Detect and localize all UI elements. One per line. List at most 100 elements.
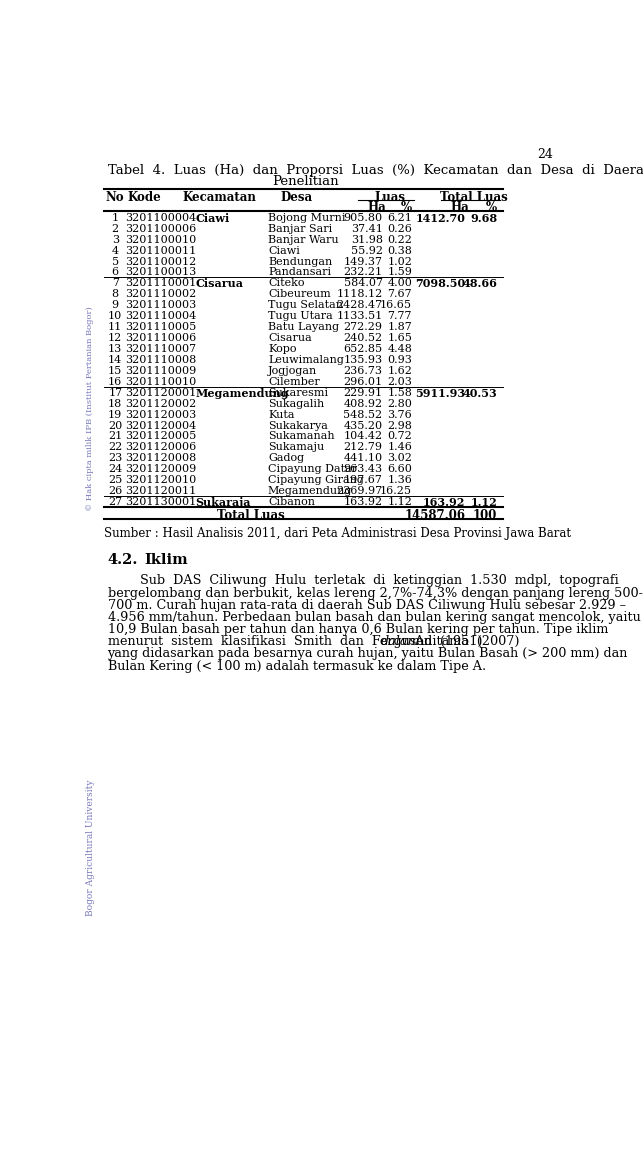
Text: 27: 27 xyxy=(108,497,122,508)
Text: 3201120010: 3201120010 xyxy=(125,475,197,486)
Text: 135.93: 135.93 xyxy=(343,355,383,365)
Text: Sub  DAS  Ciliwung  Hulu  terletak  di  ketinggian  1.530  mdpl,  topografi: Sub DAS Ciliwung Hulu terletak di keting… xyxy=(107,574,619,587)
Text: Sukakarya: Sukakarya xyxy=(268,420,328,430)
Text: Tabel  4.  Luas  (Ha)  dan  Proporsi  Luas  (%)  Kecamatan  dan  Desa  di  Daera: Tabel 4. Luas (Ha) dan Proporsi Luas (%)… xyxy=(107,163,643,176)
Text: Penelitian: Penelitian xyxy=(272,175,338,188)
Text: %: % xyxy=(401,201,412,214)
Text: 2.03: 2.03 xyxy=(387,376,412,387)
Text: 16.25: 16.25 xyxy=(380,486,412,496)
Text: 10,9 Bulan basah per tahun dan hanya 0,6 Bulan kering per tahun. Tipe iklim: 10,9 Bulan basah per tahun dan hanya 0,6… xyxy=(107,623,608,637)
Text: 3201120006: 3201120006 xyxy=(125,442,197,452)
Text: Gadog: Gadog xyxy=(268,453,304,464)
Text: Leuwimalang: Leuwimalang xyxy=(268,355,344,365)
Text: 149.37: 149.37 xyxy=(343,257,383,267)
Text: bergelombang dan berbukit, kelas lereng 2,7%-74,3% dengan panjang lereng 500-: bergelombang dan berbukit, kelas lereng … xyxy=(107,587,642,600)
Text: Iklim: Iklim xyxy=(144,552,188,566)
Text: 2: 2 xyxy=(112,223,119,234)
Text: 25: 25 xyxy=(108,475,122,486)
Text: Ciawi: Ciawi xyxy=(195,213,230,223)
Text: Jogjogan: Jogjogan xyxy=(268,366,317,376)
Text: 1.36: 1.36 xyxy=(387,475,412,486)
Text: 19: 19 xyxy=(108,410,122,420)
Text: Kopo: Kopo xyxy=(268,344,296,355)
Text: 31.98: 31.98 xyxy=(350,235,383,245)
Text: 232.21: 232.21 xyxy=(343,267,383,277)
Text: 12: 12 xyxy=(108,333,122,343)
Text: 2.80: 2.80 xyxy=(387,398,412,409)
Text: 4: 4 xyxy=(112,245,119,256)
Text: © Hak cipta milik IPB (Institut Pertanian Bogor): © Hak cipta milik IPB (Institut Pertania… xyxy=(86,306,95,511)
Text: Cilember: Cilember xyxy=(268,376,320,387)
Text: 15: 15 xyxy=(108,366,122,376)
Text: 7: 7 xyxy=(112,279,119,289)
Text: 652.85: 652.85 xyxy=(343,344,383,355)
Text: 2428.47: 2428.47 xyxy=(336,300,383,311)
Text: 197.67: 197.67 xyxy=(344,475,383,486)
Text: 10: 10 xyxy=(108,311,122,321)
Text: Bojong Murni: Bojong Murni xyxy=(268,213,345,223)
Text: 9.68: 9.68 xyxy=(470,213,497,223)
Text: 236.73: 236.73 xyxy=(343,366,383,376)
Text: Aditama  (2007): Aditama (2007) xyxy=(408,635,520,648)
Text: dalam: dalam xyxy=(381,635,421,648)
Text: Sukaraja: Sukaraja xyxy=(195,497,251,508)
Text: 7.77: 7.77 xyxy=(388,311,412,321)
Text: Sukaresmi: Sukaresmi xyxy=(268,388,328,398)
Text: 3201120011: 3201120011 xyxy=(125,486,197,496)
Text: menurut  sistem  klasifikasi  Smith  dan  Ferguson  (1951): menurut sistem klasifikasi Smith dan Fer… xyxy=(107,635,486,648)
Text: Ha: Ha xyxy=(450,201,469,214)
Text: %: % xyxy=(485,201,496,214)
Text: 17: 17 xyxy=(108,388,122,398)
Text: 963.43: 963.43 xyxy=(343,464,383,474)
Text: 296.01: 296.01 xyxy=(343,376,383,387)
Text: 3201120005: 3201120005 xyxy=(125,432,197,442)
Text: 0.26: 0.26 xyxy=(387,223,412,234)
Text: Tugu Utara: Tugu Utara xyxy=(268,311,332,321)
Text: 4.2.: 4.2. xyxy=(107,552,138,566)
Text: 3201110007: 3201110007 xyxy=(125,344,197,355)
Text: Batu Layang: Batu Layang xyxy=(268,322,339,333)
Text: 229.91: 229.91 xyxy=(343,388,383,398)
Text: 3201120002: 3201120002 xyxy=(125,398,197,409)
Text: 163.92: 163.92 xyxy=(423,497,466,508)
Text: 16.65: 16.65 xyxy=(380,300,412,311)
Text: Total Luas: Total Luas xyxy=(217,509,285,521)
Text: 21: 21 xyxy=(108,432,122,442)
Text: 26: 26 xyxy=(108,486,122,496)
Text: 3201120009: 3201120009 xyxy=(125,464,197,474)
Text: 1.12: 1.12 xyxy=(387,497,412,508)
Text: 3201110002: 3201110002 xyxy=(125,289,197,299)
Text: 14587.06: 14587.06 xyxy=(404,509,466,521)
Text: 24: 24 xyxy=(538,148,553,161)
Text: 0.72: 0.72 xyxy=(387,432,412,442)
Text: Ha: Ha xyxy=(367,201,386,214)
Text: Kode: Kode xyxy=(128,191,161,204)
Text: 212.79: 212.79 xyxy=(343,442,383,452)
Text: 435.20: 435.20 xyxy=(343,420,383,430)
Text: 2369.97: 2369.97 xyxy=(336,486,383,496)
Text: 1.59: 1.59 xyxy=(387,267,412,277)
Text: 1.87: 1.87 xyxy=(387,322,412,333)
Text: Total Luas: Total Luas xyxy=(440,191,507,204)
Text: 408.92: 408.92 xyxy=(343,398,383,409)
Text: Kecamatan: Kecamatan xyxy=(183,191,257,204)
Text: 13: 13 xyxy=(108,344,122,355)
Text: Cisarua: Cisarua xyxy=(268,333,312,343)
Text: 7098.50: 7098.50 xyxy=(415,279,466,289)
Text: Kuta: Kuta xyxy=(268,410,294,420)
Text: 6.21: 6.21 xyxy=(387,213,412,223)
Text: Bulan Kering (< 100 m) adalah termasuk ke dalam Tipe A.: Bulan Kering (< 100 m) adalah termasuk k… xyxy=(107,660,485,672)
Text: Sukamanah: Sukamanah xyxy=(268,432,334,442)
Text: yang didasarkan pada besarnya curah hujan, yaitu Bulan Basah (> 200 mm) dan: yang didasarkan pada besarnya curah huja… xyxy=(107,647,628,661)
Text: Cibanon: Cibanon xyxy=(268,497,315,508)
Text: Megamendung: Megamendung xyxy=(195,388,289,398)
Text: 3201110010: 3201110010 xyxy=(125,376,197,387)
Text: 11: 11 xyxy=(108,322,122,333)
Text: Cipayung Girang: Cipayung Girang xyxy=(268,475,364,486)
Text: 16: 16 xyxy=(108,376,122,387)
Text: 584.07: 584.07 xyxy=(343,279,383,289)
Text: 3201120008: 3201120008 xyxy=(125,453,197,464)
Text: 18: 18 xyxy=(108,398,122,409)
Text: 1133.51: 1133.51 xyxy=(336,311,383,321)
Text: 3201100011: 3201100011 xyxy=(125,245,197,256)
